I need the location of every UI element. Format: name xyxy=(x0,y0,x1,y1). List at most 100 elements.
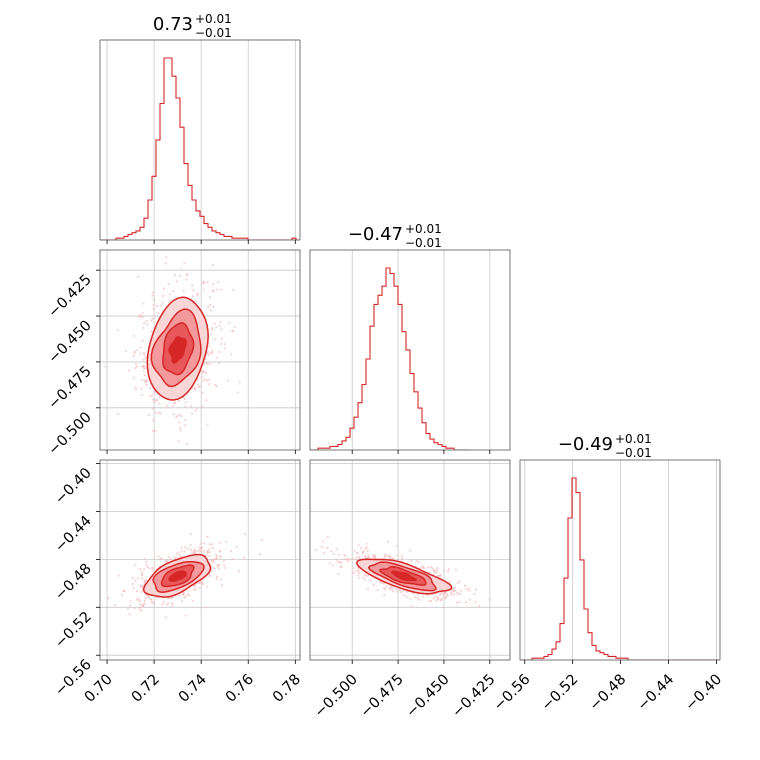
sample-point xyxy=(230,550,232,553)
sample-point xyxy=(403,594,405,596)
sample-point xyxy=(134,363,137,365)
histogram-step-2 xyxy=(310,267,470,450)
sample-point xyxy=(133,352,136,355)
sample-point xyxy=(192,289,195,291)
sample-point xyxy=(218,362,220,365)
sample-point xyxy=(155,398,158,401)
sample-point xyxy=(144,367,146,370)
sample-point xyxy=(455,601,458,604)
sample-point xyxy=(210,559,213,562)
sample-point xyxy=(126,607,129,610)
x-tick-label: −0.500 xyxy=(312,672,361,721)
sample-point xyxy=(169,300,172,302)
sample-point xyxy=(444,597,447,600)
sample-point xyxy=(443,569,446,572)
sample-point xyxy=(447,570,449,573)
sample-point xyxy=(206,551,209,554)
sample-point xyxy=(446,594,449,597)
sample-point xyxy=(389,556,392,558)
sample-point xyxy=(196,294,199,297)
sample-point xyxy=(158,402,161,405)
sample-point xyxy=(171,596,174,599)
sample-point xyxy=(198,549,201,552)
sample-point xyxy=(169,597,172,600)
sample-point xyxy=(396,591,399,593)
sample-point xyxy=(349,559,351,561)
sample-point xyxy=(187,593,190,596)
sample-point xyxy=(146,379,148,381)
sample-point xyxy=(151,407,154,410)
sample-point xyxy=(184,614,187,617)
sample-point xyxy=(141,365,144,367)
sample-point xyxy=(202,582,204,585)
sample-point xyxy=(468,589,471,592)
sample-point xyxy=(261,539,263,542)
sample-point xyxy=(142,370,145,372)
sample-point xyxy=(208,345,211,348)
sample-point xyxy=(207,306,210,309)
sample-point xyxy=(191,284,194,287)
sample-point xyxy=(151,569,154,572)
sample-point xyxy=(141,590,143,593)
sample-point xyxy=(200,375,203,378)
sample-point xyxy=(358,556,361,559)
x-tick-label: −0.475 xyxy=(358,672,407,721)
y-tick-label: −0.48 xyxy=(52,561,95,604)
sample-point xyxy=(358,577,361,579)
sample-point xyxy=(322,540,325,543)
sample-point xyxy=(204,606,207,609)
y-tick-label: −0.40 xyxy=(52,465,95,508)
sample-point xyxy=(214,384,217,386)
sample-point xyxy=(363,555,366,558)
sample-point xyxy=(211,349,214,352)
sample-point xyxy=(131,577,134,579)
sample-point xyxy=(155,596,158,598)
sample-point xyxy=(366,574,369,577)
sample-point xyxy=(199,580,202,583)
sample-point xyxy=(409,598,412,601)
sample-point xyxy=(428,571,431,574)
sample-point xyxy=(132,376,135,379)
panel-title-1: 0.73 xyxy=(153,14,193,35)
sample-point xyxy=(204,358,206,360)
sample-point xyxy=(141,574,144,577)
sample-point xyxy=(151,317,154,320)
sample-point xyxy=(177,551,180,554)
sample-point xyxy=(379,581,381,583)
sample-point xyxy=(134,350,137,353)
sample-point xyxy=(135,388,137,391)
sample-point xyxy=(196,550,199,553)
sample-point xyxy=(321,546,323,548)
sample-point xyxy=(143,352,145,354)
sample-point xyxy=(202,288,205,291)
sample-point xyxy=(220,288,222,291)
sample-point xyxy=(159,557,162,559)
sample-point xyxy=(184,419,187,422)
sample-point xyxy=(213,558,216,561)
sample-point xyxy=(352,572,355,574)
sample-point xyxy=(458,601,461,603)
sample-point xyxy=(135,598,138,601)
y-tick-label: −0.450 xyxy=(46,318,95,367)
sample-point xyxy=(116,329,119,332)
sample-point xyxy=(418,598,420,601)
sample-point xyxy=(131,583,134,585)
sample-point xyxy=(192,588,195,591)
sample-point xyxy=(121,593,123,596)
sample-point xyxy=(392,558,395,561)
sample-point xyxy=(216,564,219,566)
sample-point xyxy=(389,557,391,560)
sample-point xyxy=(219,555,221,558)
sample-point xyxy=(442,592,445,595)
sample-point xyxy=(211,329,214,331)
sample-point xyxy=(174,274,177,276)
sample-point xyxy=(208,543,211,546)
sample-point xyxy=(138,600,141,603)
sample-point xyxy=(212,264,214,266)
sample-point xyxy=(128,613,131,615)
sample-point xyxy=(211,351,214,354)
sample-point xyxy=(232,289,235,291)
panel-frame xyxy=(99,39,301,241)
sample-point xyxy=(456,581,459,584)
sample-point xyxy=(164,616,167,619)
